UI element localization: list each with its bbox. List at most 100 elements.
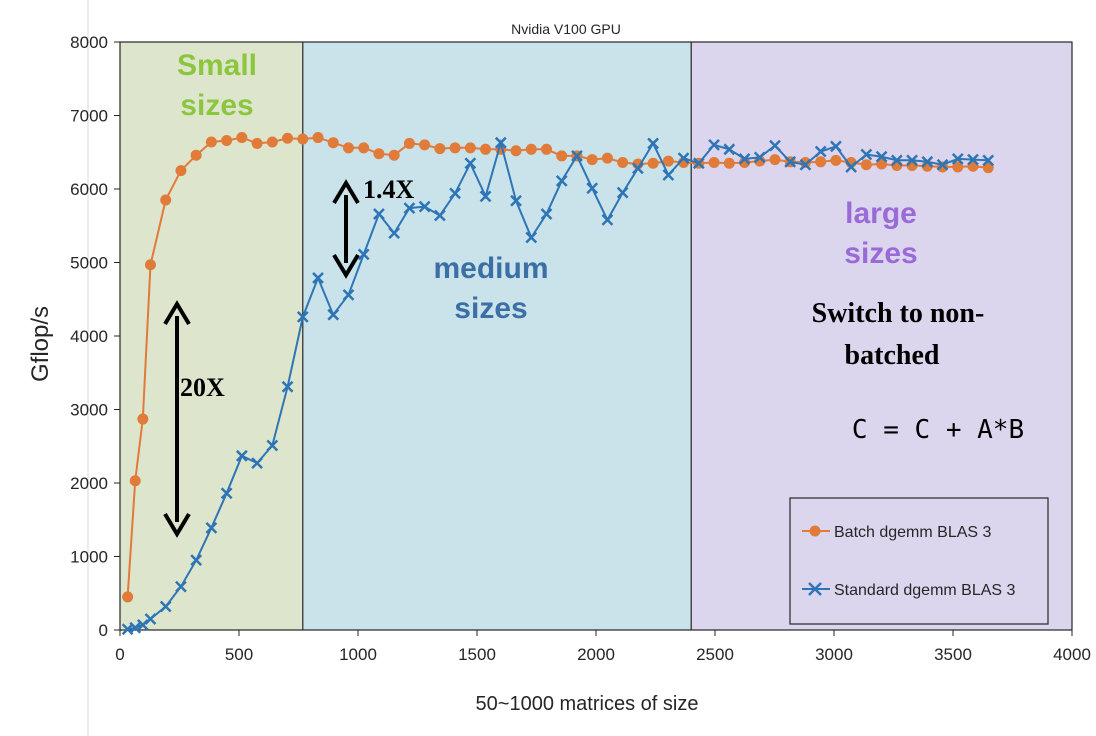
y-tick-label: 8000 — [70, 33, 108, 52]
y-tick-label: 4000 — [70, 327, 108, 346]
batch-point — [525, 143, 537, 155]
standard-point — [936, 158, 949, 171]
batch-point — [815, 156, 827, 168]
standard-point — [967, 153, 979, 166]
standard-point — [266, 439, 279, 452]
batch-point — [464, 142, 476, 154]
standard-point — [190, 554, 203, 567]
batch-point — [586, 154, 598, 166]
batch-point — [251, 137, 263, 149]
standard-point — [479, 190, 492, 203]
standard-point — [388, 227, 401, 239]
x-tick-label: 4000 — [1053, 645, 1091, 664]
chart-title: Nvidia V100 GPU — [511, 21, 621, 37]
batch-point — [236, 132, 248, 144]
batch-point — [205, 136, 217, 148]
batch-point — [723, 157, 735, 169]
region-label-1-1: sizes — [454, 292, 527, 325]
batch-point — [358, 142, 370, 154]
arrow-1-4x-head-top — [332, 179, 360, 205]
batch-point — [282, 132, 294, 144]
standard-point — [875, 150, 888, 163]
y-tick-label: 3000 — [70, 401, 108, 420]
batch-point — [708, 157, 720, 169]
batch-point — [739, 157, 751, 169]
standard-point — [327, 308, 340, 321]
batch-point — [830, 154, 842, 166]
standard-point — [555, 175, 568, 187]
batch-point — [144, 259, 156, 271]
batch-point — [952, 161, 964, 173]
standard-point — [342, 288, 355, 301]
region-label-1-0: medium — [433, 252, 548, 285]
batch-point — [982, 162, 994, 174]
standard-point — [632, 162, 644, 175]
standard-point — [982, 154, 995, 167]
annotation-1-4x: 1.4X — [363, 175, 415, 204]
standard-point — [723, 143, 736, 156]
batch-point — [373, 148, 385, 160]
standard-point — [129, 621, 142, 634]
batch-point — [388, 149, 400, 161]
x-tick-label: 2000 — [577, 645, 615, 664]
y-tick-label: 5000 — [70, 254, 108, 273]
x-tick-label: 3500 — [934, 645, 972, 664]
standard-point — [799, 158, 812, 171]
standard-point — [662, 169, 675, 181]
batch-point — [799, 157, 811, 169]
batch-point — [662, 155, 674, 167]
batch-point — [342, 142, 354, 154]
batch-point — [434, 143, 446, 155]
y-tick-label: 0 — [99, 621, 108, 640]
region-label-0-1: sizes — [180, 89, 253, 122]
batch-point — [419, 139, 431, 151]
standard-point — [601, 213, 614, 226]
batch-point — [601, 152, 613, 164]
region-1 — [302, 42, 692, 630]
x-tick-label: 0 — [115, 645, 124, 664]
batch-point — [297, 133, 309, 145]
arrows — [163, 179, 360, 538]
standard-point — [449, 187, 461, 200]
annotation-20x: 20X — [180, 373, 225, 402]
regions — [120, 42, 1072, 630]
series-layer — [121, 132, 995, 636]
x-tick-label: 1000 — [339, 645, 377, 664]
standard-point — [281, 380, 294, 393]
legend-batch-marker — [809, 525, 821, 537]
standard-point — [296, 311, 309, 323]
standard-point — [769, 139, 781, 152]
standard-point — [464, 157, 477, 170]
standard-point — [540, 208, 553, 220]
standard-point — [616, 186, 629, 199]
batch-point — [510, 145, 522, 157]
standard-point — [860, 148, 873, 161]
region-label-2-0: large — [845, 197, 917, 230]
standard-point — [890, 154, 903, 167]
standard-point — [738, 152, 751, 165]
standard-point — [235, 449, 248, 462]
batch-point — [312, 132, 324, 144]
standard-point — [677, 152, 690, 165]
standard-point — [586, 182, 599, 195]
standard-point — [951, 152, 964, 165]
y-tick-label: 2000 — [70, 474, 108, 493]
x-tick-label: 500 — [225, 645, 253, 664]
standard-point — [418, 200, 431, 213]
standard-point — [312, 272, 324, 284]
standard-point — [845, 161, 858, 173]
y-tick-label: 6000 — [70, 180, 108, 199]
standard-point — [494, 136, 507, 149]
standard-point — [525, 231, 538, 244]
annotation-switch-line-2: batched — [845, 340, 940, 371]
standard-point — [708, 139, 720, 151]
legend-standard-label: Standard dgemm BLAS 3 — [834, 582, 1016, 599]
batch-point — [221, 134, 233, 146]
batch-point — [449, 142, 461, 154]
batch-point — [556, 150, 568, 162]
standard-point — [571, 150, 583, 162]
batch-point — [266, 136, 278, 148]
legend-batch-label: Batch dgemm BLAS 3 — [834, 524, 992, 541]
standard-point — [220, 487, 233, 500]
standard-point — [205, 521, 218, 534]
